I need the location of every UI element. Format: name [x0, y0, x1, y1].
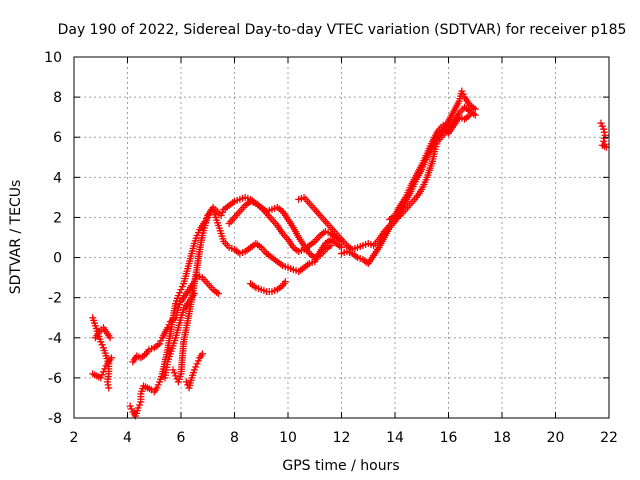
x-tick-label: 16 [440, 430, 458, 446]
data-point [101, 365, 109, 373]
data-point [103, 378, 111, 386]
y-tick-labels: -8 -6 -4 -2 0 2 4 6 8 10 [44, 50, 62, 427]
data-point [338, 244, 345, 252]
x-tick-label: 6 [177, 430, 186, 446]
data-point [172, 372, 180, 380]
data-point [105, 384, 113, 392]
data-point [459, 90, 467, 98]
x-tick-label: 14 [386, 430, 404, 446]
data-point [598, 122, 606, 130]
axis-ticks [73, 56, 610, 419]
series-track-3 [91, 324, 114, 342]
grid-lines [74, 57, 609, 418]
data-point [97, 338, 105, 346]
data-point [327, 242, 335, 250]
data-point [107, 354, 115, 362]
data-point [281, 278, 289, 286]
y-tick-label: -6 [48, 371, 62, 387]
series-track-2 [89, 354, 115, 382]
data-point [214, 290, 222, 298]
data-point [600, 125, 608, 133]
x-tick-label: 18 [493, 430, 511, 446]
data-point [217, 211, 225, 219]
data-point [136, 401, 144, 409]
data-point [598, 141, 606, 149]
data-point [177, 286, 185, 294]
data-point [170, 369, 178, 377]
x-tick-label: 22 [600, 430, 618, 446]
y-tick-label: -8 [48, 411, 62, 427]
data-point [597, 119, 605, 127]
data-point [106, 334, 114, 342]
data-point [471, 105, 479, 113]
data-point [466, 111, 474, 119]
data-point [97, 374, 105, 382]
series-track-8 [182, 350, 206, 392]
data-point [218, 208, 226, 216]
data-point [176, 301, 184, 309]
data-point [194, 357, 202, 365]
data-point [600, 134, 608, 142]
y-axis-label: SDTVAR / TECUs [8, 180, 24, 295]
x-tick-label: 20 [547, 430, 565, 446]
x-tick-label: 2 [70, 430, 79, 446]
data-point [204, 213, 212, 221]
data-points [89, 87, 610, 420]
data-point [128, 405, 136, 413]
data-point [164, 324, 172, 332]
data-point [98, 341, 106, 349]
data-point [198, 350, 206, 358]
y-tick-label: 0 [53, 251, 62, 267]
y-tick-label: 4 [53, 170, 62, 186]
data-point [134, 404, 142, 412]
data-point [174, 292, 182, 300]
x-tick-labels: 2 4 6 8 10 12 14 16 18 20 22 [70, 430, 618, 446]
chart-title: Day 190 of 2022, Sidereal Day-to-day VTE… [58, 22, 627, 38]
data-point [176, 289, 184, 297]
data-point [165, 321, 173, 329]
series-track-9 [225, 197, 335, 262]
data-point [458, 87, 466, 95]
y-tick-label: 6 [53, 130, 62, 146]
data-point [154, 381, 162, 389]
y-tick-label: -2 [48, 291, 62, 307]
y-tick-label: 2 [53, 210, 62, 226]
x-tick-label: 8 [230, 430, 239, 446]
data-point [182, 378, 190, 386]
data-point [126, 402, 134, 410]
data-point [156, 340, 164, 348]
series-track-10 [247, 278, 289, 296]
y-tick-label: 10 [44, 50, 62, 66]
x-tick-label: 4 [123, 430, 132, 446]
data-point [98, 371, 106, 379]
data-point [153, 384, 161, 392]
data-point [104, 381, 112, 389]
series-track-6 [161, 290, 198, 382]
series-track-13 [386, 111, 474, 223]
x-tick-label: 12 [333, 430, 351, 446]
y-tick-label: 8 [53, 90, 62, 106]
data-point [600, 128, 608, 136]
data-point [157, 337, 165, 345]
data-point [178, 283, 186, 291]
data-point [174, 304, 182, 312]
data-point [600, 137, 608, 145]
data-point [193, 360, 201, 368]
x-axis-label: GPS time / hours [282, 458, 399, 474]
data-point [99, 368, 107, 376]
y-tick-label: -4 [48, 331, 62, 347]
data-point [190, 366, 198, 374]
data-point [169, 366, 177, 374]
data-point [192, 363, 200, 371]
x-tick-label: 10 [279, 430, 297, 446]
